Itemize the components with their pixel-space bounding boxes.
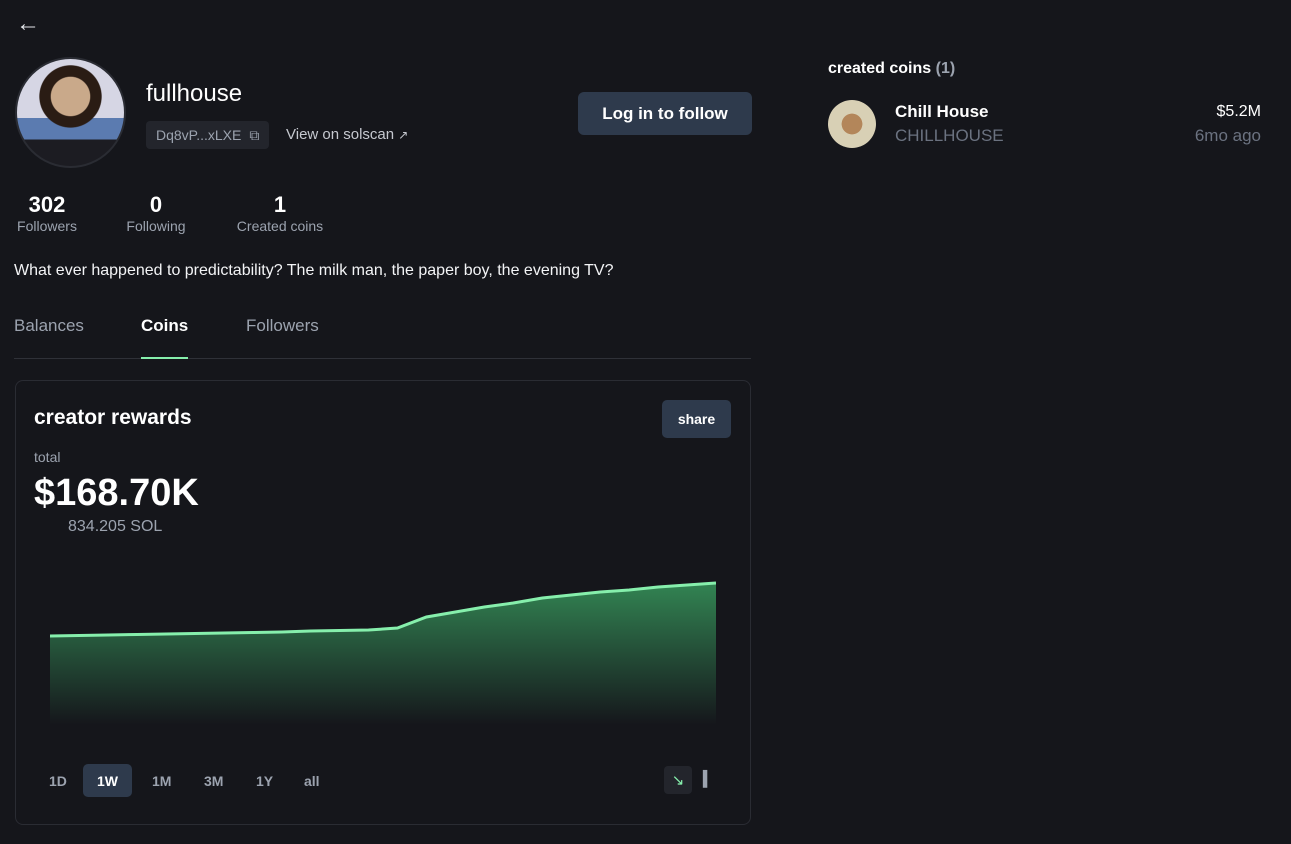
username: fullhouse <box>146 80 243 107</box>
stat-value: 1 <box>273 192 287 217</box>
address: Dq8vP...xLXE <box>156 127 242 143</box>
total-label: total <box>34 449 61 465</box>
stat-created-coins[interactable]: 1 Created coins <box>232 192 328 236</box>
coin-market-cap: $5.2M <box>1216 103 1261 120</box>
created-coins-title: created coins <box>828 60 932 77</box>
tab-balances[interactable]: Balances <box>14 316 84 335</box>
range-1w[interactable]: 1W <box>83 764 132 797</box>
solscan-label: View on solscan <box>286 126 395 143</box>
chart-area <box>50 583 716 725</box>
tab-coins[interactable]: Coins <box>141 316 189 359</box>
coin-age: 6mo ago <box>1194 126 1261 145</box>
coin-image[interactable] <box>828 100 876 148</box>
chart-line <box>50 581 716 638</box>
bar-chart-icon: ▍ <box>703 771 715 788</box>
range-3m[interactable]: 3M <box>204 772 224 789</box>
range-1m[interactable]: 1M <box>152 772 172 789</box>
rewards-chart <box>50 581 716 725</box>
stat-value: 302 <box>28 192 66 217</box>
stat-value: 0 <box>149 192 163 217</box>
range-1d[interactable]: 1D <box>49 772 67 789</box>
total-sol: 834.205 SOL <box>68 518 163 535</box>
follow-button[interactable]: Log in to follow <box>578 92 752 135</box>
share-button[interactable]: share <box>662 400 731 438</box>
bio: What ever happened to predictability? Th… <box>14 262 614 279</box>
range-all[interactable]: all <box>304 772 320 789</box>
solscan-link[interactable]: View on solscan ↗ <box>286 126 408 143</box>
creator-rewards-card <box>15 380 751 825</box>
back-button[interactable]: ← <box>16 10 40 38</box>
line-chart-icon: ↘ <box>671 772 685 789</box>
tab-followers[interactable]: Followers <box>246 316 319 335</box>
created-coins-count: (1) <box>935 60 956 77</box>
stat-following[interactable]: 0 Following <box>122 192 190 236</box>
stat-followers[interactable]: 302 Followers <box>14 192 80 236</box>
avatar <box>15 57 126 168</box>
external-link-icon: ↗ <box>398 128 409 142</box>
line-chart-toggle[interactable]: ↘ <box>664 766 692 794</box>
tabs: Balances Coins Followers <box>14 306 751 359</box>
stat-label: Created coins <box>236 218 324 234</box>
total-usd: $168.70K <box>34 472 199 514</box>
rewards-title: creator rewards <box>34 406 192 429</box>
created-coins-header: created coins (1) <box>828 60 955 78</box>
coin-name[interactable]: Chill House <box>895 102 989 121</box>
copy-icon[interactable]: ⧉ <box>249 126 260 143</box>
stat-label: Following <box>126 218 186 234</box>
address-copy[interactable]: Dq8vP...xLXE ⧉ <box>146 121 270 149</box>
arrow-left-icon: ← <box>16 10 40 37</box>
range-1y[interactable]: 1Y <box>256 772 274 789</box>
coin-ticker: CHILLHOUSE <box>895 126 1004 145</box>
bar-chart-toggle[interactable]: ▍ <box>703 770 715 788</box>
stat-label: Followers <box>17 218 77 234</box>
